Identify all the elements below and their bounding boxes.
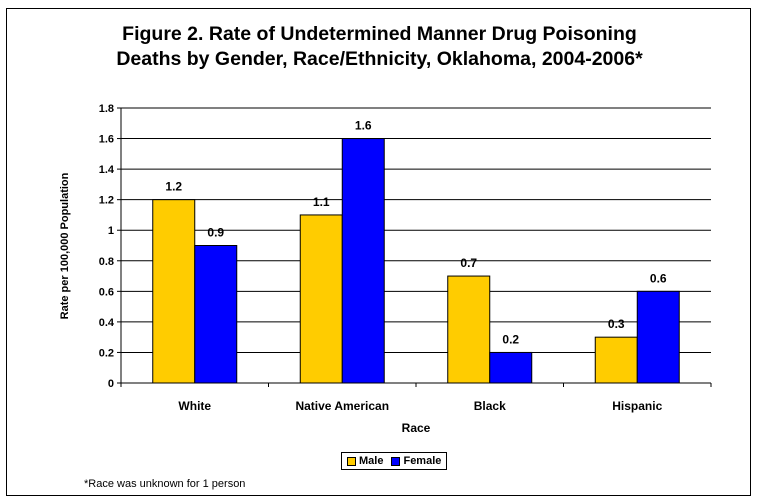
bar-male-black [447, 275, 491, 384]
y-tick-label: 1.4 [99, 164, 115, 176]
data-label: 0.2 [502, 332, 519, 346]
y-tick-label: 1.6 [99, 134, 114, 146]
bar-female-black [489, 351, 533, 384]
legend-label-male: Male [359, 455, 384, 467]
x-tick-label: Native American [295, 399, 389, 413]
data-labels: 1.2 0.9 1.1 1.6 0.7 0.2 0.3 0.6 [165, 119, 667, 347]
x-tick-label: Hispanic [612, 399, 662, 413]
legend-label-female: Female [403, 455, 442, 467]
legend: Male Female [341, 452, 448, 470]
bar-male-hispanic [594, 336, 638, 384]
chart-title-line-2: Deaths by Gender, Race/Ethnicity, Oklaho… [116, 48, 643, 70]
chart-title: Figure 2. Rate of Undetermined Manner Dr… [0, 22, 759, 72]
data-label: 0.9 [207, 226, 224, 240]
footnote: *Race was unknown for 1 person [84, 478, 246, 490]
y-axis-label: Rate per 100,000 Population [59, 172, 71, 319]
y-tick-label: 0.6 [99, 286, 114, 298]
data-label: 1.2 [165, 180, 182, 194]
chart-title-line-1: Figure 2. Rate of Undetermined Manner Dr… [122, 23, 637, 45]
y-tick-label: 1 [108, 225, 114, 237]
data-label: 0.7 [460, 256, 477, 270]
bars [152, 138, 680, 384]
x-tick-labels: White Native American Black Hispanic [178, 399, 662, 413]
y-tick-label: 0.8 [99, 256, 114, 268]
data-label: 1.6 [355, 119, 372, 133]
x-tick-label: White [178, 399, 211, 413]
y-tick-label: 0.4 [99, 317, 115, 329]
legend-swatch-male [347, 456, 356, 466]
legend-swatch-female [391, 456, 401, 466]
data-label: 0.6 [650, 271, 667, 285]
bar-female-white [194, 245, 238, 384]
y-tick-label: 1.2 [99, 195, 114, 207]
axes [117, 107, 712, 387]
y-tick-label: 0.2 [99, 347, 114, 359]
data-label: 1.1 [313, 195, 330, 209]
bar-male-white [152, 199, 196, 384]
data-label: 0.3 [608, 317, 625, 331]
bar-female-hispanic [636, 290, 680, 384]
x-tick-label: Black [474, 399, 506, 413]
bar-female-native-american [341, 138, 385, 384]
y-tick-labels: 0 0.2 0.4 0.6 0.8 1 1.2 1.4 1.6 1.8 [99, 103, 115, 390]
x-axis-label: Race [402, 421, 431, 435]
y-tick-label: 0 [108, 378, 114, 390]
legend-item-female: Female [391, 455, 441, 467]
y-tick-label: 1.8 [99, 103, 114, 115]
bar-male-native-american [299, 214, 343, 384]
legend-item-male: Male [347, 455, 383, 467]
